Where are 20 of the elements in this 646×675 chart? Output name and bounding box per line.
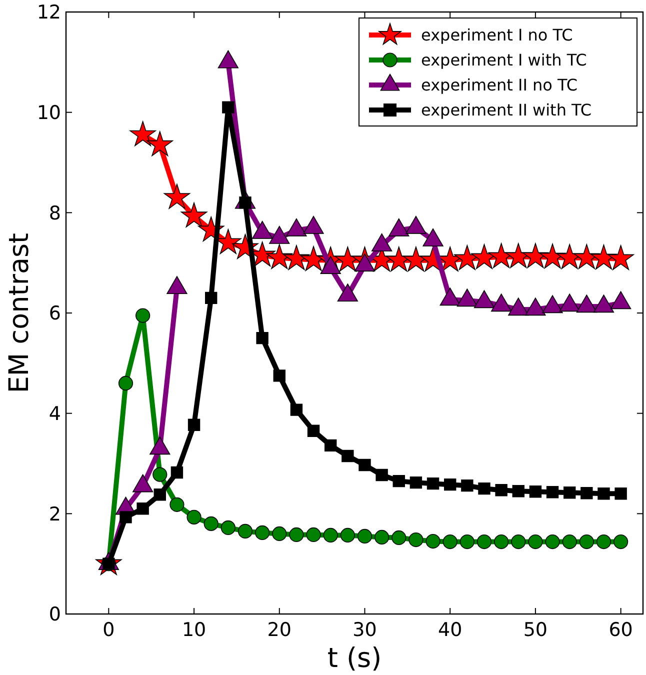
y-tick-label: 10	[36, 102, 61, 124]
legend-label: experiment I with TC	[421, 50, 587, 70]
x-tick-label: 10	[182, 619, 206, 641]
y-tick-label: 2	[48, 503, 61, 526]
y-tick-label: 12	[36, 2, 61, 24]
x-tick-label: 50	[523, 619, 548, 641]
x-tick-label: 0	[102, 619, 115, 641]
legend-label: experiment II no TC	[421, 76, 578, 95]
y-tick-label: 6	[48, 302, 61, 325]
legend-label: experiment II with TC	[421, 100, 592, 120]
y-tick-label: 8	[48, 202, 61, 224]
x-tick-label: 40	[438, 619, 462, 641]
x-tick-label: 30	[352, 619, 377, 641]
x-tick-label: 20	[267, 619, 292, 641]
x-axis-title: t (s)	[327, 643, 382, 674]
y-axis-title: EM contrast	[4, 232, 35, 394]
x-tick-label: 60	[608, 619, 633, 641]
y-tick-label: 4	[48, 402, 61, 425]
y-tick-label: 0	[48, 604, 61, 626]
legend-label: experiment I no TC	[421, 26, 573, 45]
